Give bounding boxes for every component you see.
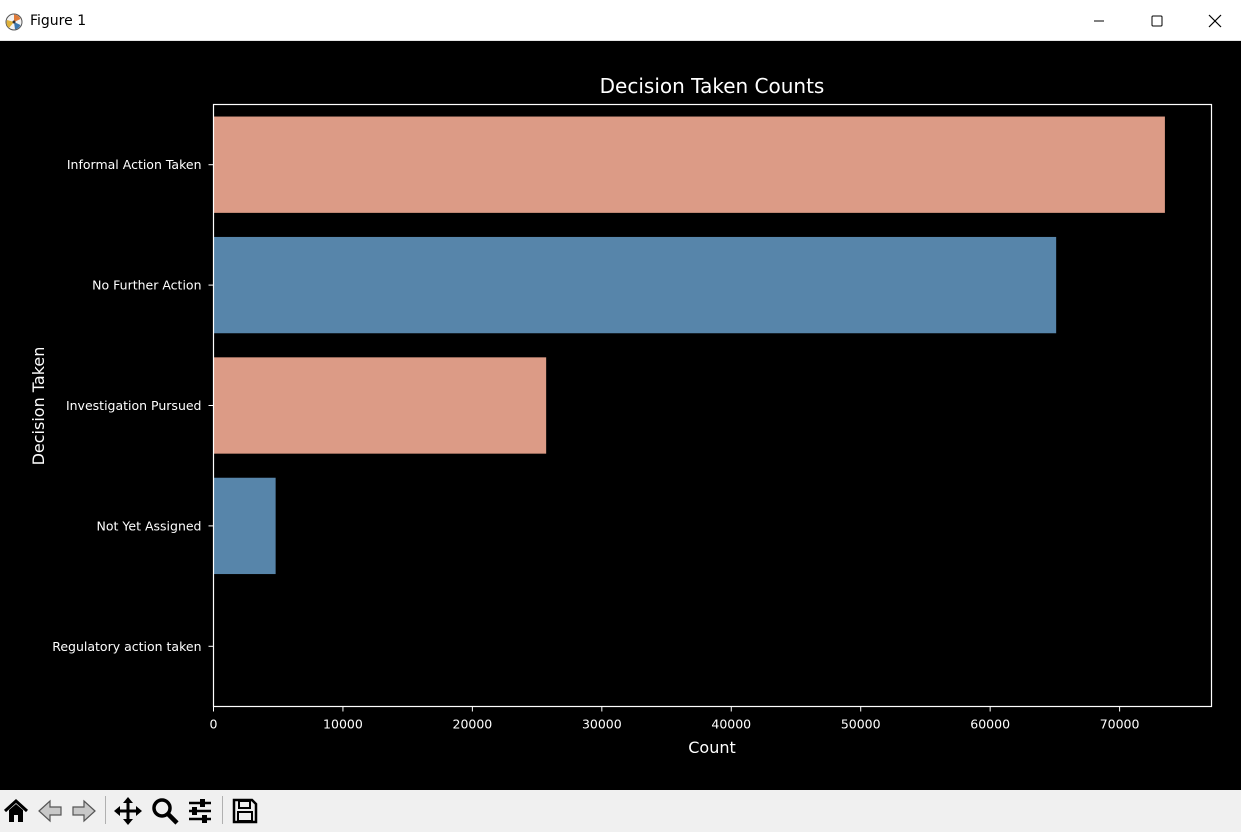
bar: [213, 236, 1057, 334]
maximize-button[interactable]: [1128, 0, 1186, 41]
window-titlebar[interactable]: Figure 1: [0, 0, 1241, 41]
x-tick-label: 20000: [453, 717, 493, 732]
forward-button[interactable]: [68, 795, 100, 827]
y-tick-label: No Further Action: [92, 278, 201, 293]
home-icon: [3, 798, 29, 822]
bar: [213, 116, 1165, 213]
maximize-icon: [1151, 15, 1163, 26]
y-axis-label: Decision Taken: [29, 347, 48, 466]
figure-canvas[interactable]: Decision Taken Counts Informal Action Ta…: [0, 41, 1241, 790]
window-title: Figure 1: [30, 13, 87, 29]
zoom-icon: [152, 798, 179, 825]
bar: [213, 357, 547, 454]
matplotlib-app-icon: [5, 13, 23, 31]
x-tick-label: 10000: [323, 717, 363, 732]
x-tick-label: 70000: [1100, 717, 1140, 732]
bar-chart: Decision Taken Counts Informal Action Ta…: [29, 74, 1213, 757]
navigation-toolbar: [0, 790, 1241, 832]
x-tick-label: 50000: [841, 717, 881, 732]
close-button[interactable]: [1186, 0, 1241, 41]
x-axis-label: Count: [688, 738, 736, 757]
toolbar-separator: [105, 796, 106, 824]
forward-arrow-icon: [72, 799, 96, 823]
chart-title: Decision Taken Counts: [600, 74, 825, 98]
minimize-icon: [1094, 20, 1104, 21]
x-tick-label: 40000: [711, 717, 751, 732]
home-button[interactable]: [0, 795, 32, 827]
back-arrow-icon: [38, 799, 62, 823]
configure-subplots-icon: [189, 799, 211, 823]
y-tick-label: Not Yet Assigned: [97, 518, 202, 533]
y-tick-label: Informal Action Taken: [67, 157, 202, 172]
toolbar-separator: [222, 796, 223, 824]
save-icon: [232, 798, 258, 824]
minimize-button[interactable]: [1070, 0, 1128, 41]
pan-icon: [114, 797, 142, 825]
save-button[interactable]: [229, 795, 261, 827]
x-tick-label: 30000: [582, 717, 622, 732]
zoom-button[interactable]: [149, 795, 181, 827]
back-button[interactable]: [34, 795, 66, 827]
pan-button[interactable]: [112, 795, 144, 827]
x-tick-label: 60000: [970, 717, 1010, 732]
bar: [213, 477, 276, 575]
x-tick-label: 0: [210, 717, 218, 732]
configure-subplots-button[interactable]: [184, 795, 216, 827]
close-icon: [1208, 14, 1222, 27]
y-tick-label: Regulatory action taken: [52, 639, 201, 654]
y-tick-label: Investigation Pursued: [66, 398, 202, 413]
